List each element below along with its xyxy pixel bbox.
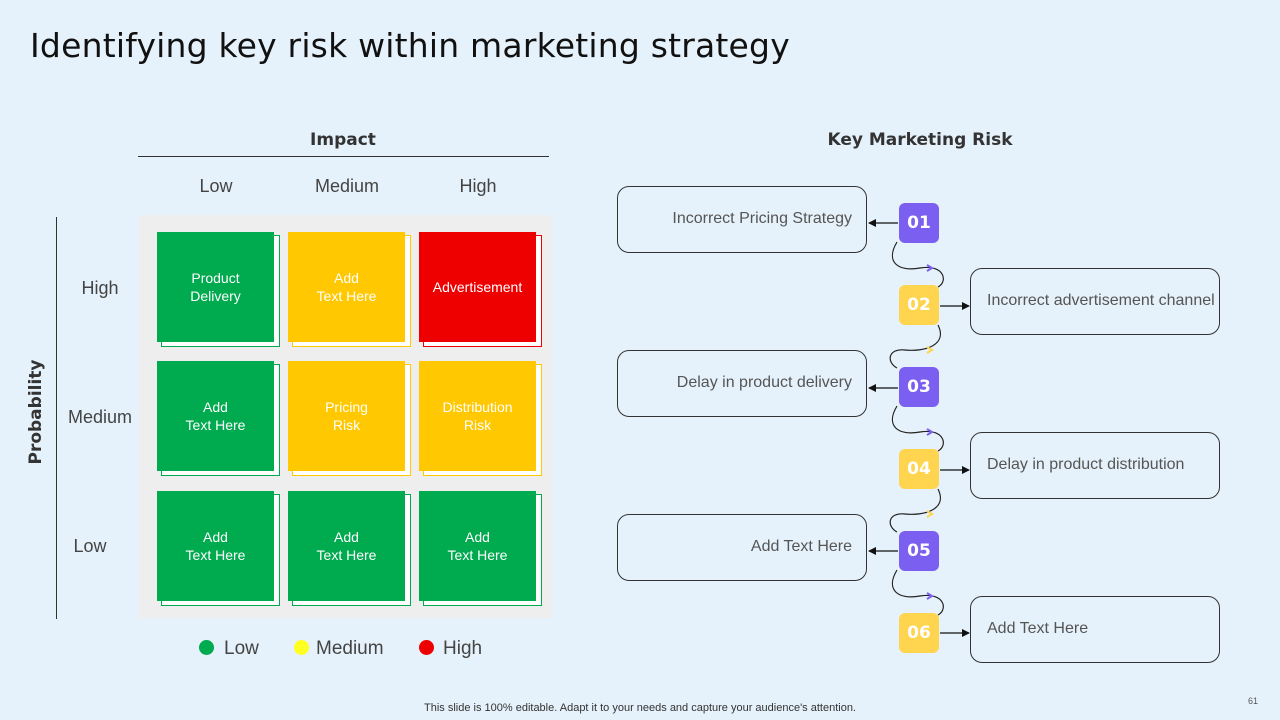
page-title: Identifying key risk within marketing st… (30, 26, 790, 65)
matrix-cell: Add Text Here (288, 232, 405, 342)
risk-text-05: Add Text Here (750, 538, 852, 555)
risk-text-01: Incorrect Pricing Strategy (672, 210, 852, 227)
risk-number-badge-04: 04 (899, 449, 939, 489)
legend-label-medium: Medium (316, 638, 384, 659)
matrix-cell: Add Text Here (157, 361, 274, 471)
legend-label-high: High (443, 638, 483, 659)
matrix-cell: Add Text Here (419, 491, 536, 601)
row-label-high: High (81, 278, 119, 298)
risk-box-06 (970, 596, 1220, 663)
probability-axis-title: Probability (26, 359, 46, 465)
risk-number-badge-06: 06 (899, 613, 939, 653)
risk-number-badge-03: 03 (899, 367, 939, 407)
risk-text-02: Incorrect advertisement channel (987, 292, 1215, 309)
impact-axis-title: Impact (310, 130, 376, 150)
risk-text-06: Add Text Here (987, 620, 1089, 637)
row-label-low: Low (73, 536, 107, 556)
column-label-high: High (459, 176, 497, 196)
footer-note: This slide is 100% editable. Adapt it to… (424, 702, 856, 714)
matrix-cell: Pricing Risk (288, 361, 405, 471)
matrix-cell: Product Delivery (157, 232, 274, 342)
risk-number-badge-05: 05 (899, 531, 939, 571)
legend-swatch-medium (294, 640, 309, 655)
risk-box-04 (970, 432, 1220, 499)
matrix-cell: Add Text Here (157, 491, 274, 601)
risk-box-01 (617, 186, 867, 253)
legend-swatch-low (199, 640, 214, 655)
risk-box-02 (970, 268, 1220, 335)
impact-axis-line (138, 156, 549, 157)
column-label-medium: Medium (314, 176, 380, 196)
risk-box-05 (617, 514, 867, 581)
risk-text-03: Delay in product delivery (676, 374, 852, 391)
matrix-cell: Advertisement (419, 232, 536, 342)
legend-label-low: Low (224, 638, 259, 659)
risk-box-03 (617, 350, 867, 417)
probability-axis-line (56, 217, 57, 619)
key-risk-title: Key Marketing Risk (827, 130, 1013, 150)
column-label-low: Low (199, 176, 233, 196)
matrix-cell: Distribution Risk (419, 361, 536, 471)
row-label-medium: Medium (67, 407, 133, 427)
risk-number-badge-02: 02 (899, 285, 939, 325)
risk-number-badge-01: 01 (899, 203, 939, 243)
legend-swatch-high (419, 640, 434, 655)
matrix-cell: Add Text Here (288, 491, 405, 601)
page-number: 61 (1248, 696, 1259, 706)
risk-text-04: Delay in product distribution (987, 456, 1185, 473)
